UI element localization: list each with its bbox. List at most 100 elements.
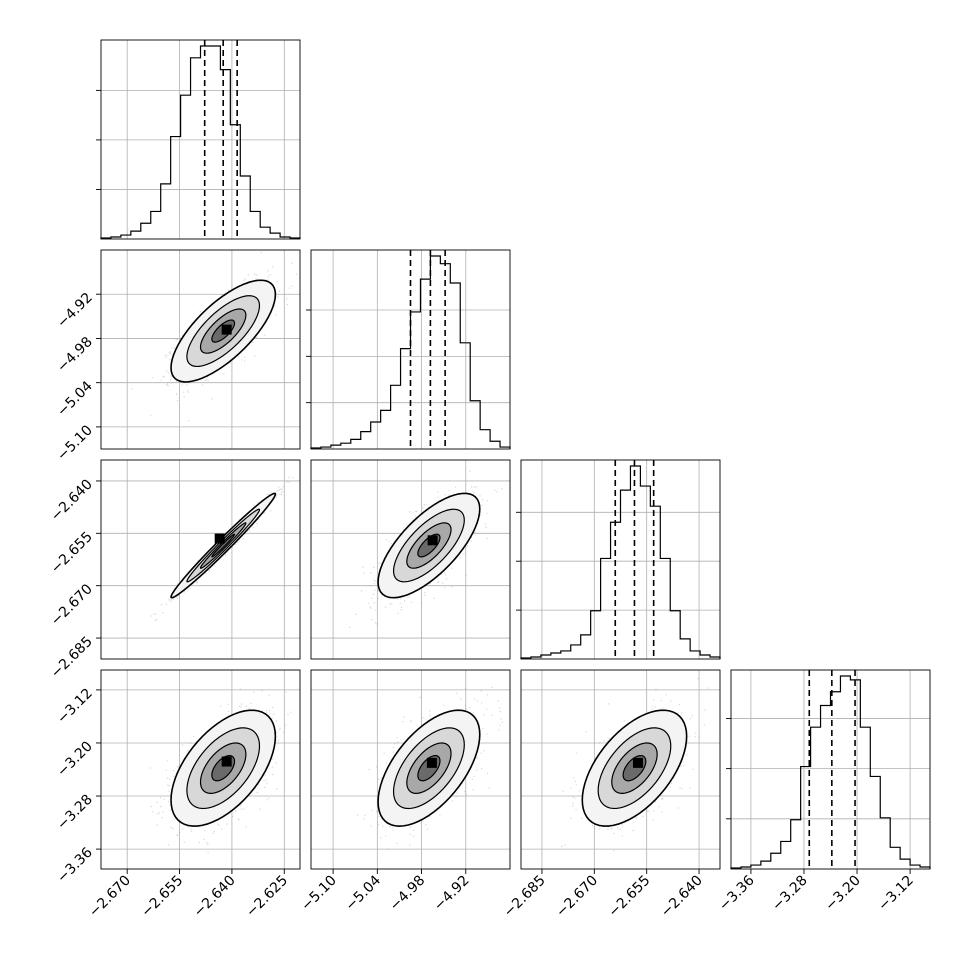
hist-bar-1-6: [371, 422, 381, 449]
hist-bar-2-3: [551, 653, 561, 659]
panel-frame-20: [100, 459, 301, 660]
hist-bar-1-7: [381, 410, 391, 449]
xtick-label-3-0: −3.36: [716, 872, 758, 914]
scatter-panel-2-0: [100, 459, 301, 660]
hist-bar-2-8: [601, 558, 611, 659]
xtick-label-2-2: −2.655: [606, 873, 654, 921]
hist-bar-0-14: [240, 176, 250, 239]
scatter-panel-2-1: [310, 459, 511, 660]
hist-bar-0-8: [181, 95, 191, 239]
scatter-points-21: [349, 470, 503, 628]
xtick-label-3-1: −3.28: [769, 873, 811, 915]
xtick-label-0-3: −2.625: [243, 873, 291, 921]
hist-bar-3-8: [811, 727, 821, 869]
hist-bar-0-6: [161, 184, 171, 239]
hist-bar-3-3: [761, 861, 771, 869]
density-peak-20: [214, 533, 225, 544]
histogram-panel-2: [516, 459, 721, 660]
ytick-label-1-2: −4.98: [54, 334, 96, 376]
xtick-label-2-1: −2.670: [553, 873, 601, 921]
xtick-label-1-1: −5.04: [343, 872, 385, 914]
hist-bar-3-5: [781, 841, 791, 869]
hist-outline-0: [100, 45, 301, 239]
ytick-label-2-0: −2.685: [48, 634, 96, 682]
panel-frame-31: [310, 669, 511, 870]
hist-outline-3: [730, 675, 931, 869]
ytick-label-3-2: −3.20: [54, 738, 96, 780]
density-peak-31: [426, 757, 437, 768]
ytick-label-3-3: −3.12: [54, 685, 96, 727]
scatter-panel-3-0: [100, 669, 301, 870]
hist-bar-1-10: [411, 312, 421, 449]
hist-bar-0-3: [131, 231, 141, 239]
hist-bar-1-16: [470, 401, 480, 449]
hist-bar-3-4: [771, 853, 781, 869]
hist-bar-2-17: [690, 651, 700, 659]
hist-bar-0-9: [191, 58, 201, 239]
contour-20-3: [211, 533, 236, 558]
hist-bar-1-9: [401, 349, 411, 449]
xtick-label-1-3: −4.92: [431, 873, 473, 915]
hist-bar-3-15: [880, 818, 890, 869]
hist-bar-2-4: [561, 651, 571, 659]
hist-bar-2-16: [680, 639, 690, 659]
ytick-label-3-1: −3.28: [54, 792, 96, 834]
hist-bar-1-17: [480, 430, 490, 449]
hist-bar-1-14: [450, 283, 460, 449]
density-peak-30: [221, 756, 232, 767]
scatter-points-20: [150, 476, 294, 622]
xtick-label-1-0: −5.10: [298, 873, 340, 915]
hist-bar-0-12: [220, 70, 230, 239]
density-peak-10: [221, 324, 232, 335]
scatter-panel-1-0: [100, 249, 301, 450]
hist-bar-1-8: [391, 385, 401, 449]
density-peak-32: [632, 757, 643, 768]
ytick-label-1-1: −5.04: [54, 378, 96, 420]
hist-bar-1-4: [351, 439, 361, 449]
xtick-label-3-2: −3.20: [822, 873, 864, 915]
hist-bar-3-11: [840, 676, 850, 869]
hist-outline-2: [520, 465, 721, 659]
panel-frame-32: [520, 669, 721, 870]
scatter-points-30: [149, 688, 292, 854]
hist-bar-1-5: [361, 432, 371, 449]
ytick-label-2-3: −2.640: [48, 476, 96, 524]
xtick-label-3-3: −3.12: [875, 873, 917, 915]
density-peak-21: [427, 535, 438, 546]
hist-bar-2-11: [630, 466, 640, 659]
ytick-label-1-0: −5.10: [54, 422, 96, 464]
hist-bar-2-18: [700, 655, 710, 659]
hist-bar-3-9: [821, 706, 831, 869]
hist-bar-0-17: [270, 233, 280, 239]
scatter-points-10: [131, 252, 298, 422]
xtick-label-0-1: −2.655: [138, 873, 186, 921]
ytick-label-2-1: −2.670: [48, 581, 96, 629]
scatter-panel-3-2: [520, 669, 721, 870]
hist-bar-2-15: [670, 611, 680, 659]
scatter-panel-3-1: [310, 669, 511, 870]
panel-frame-21: [310, 459, 511, 660]
scatter-points-32: [561, 677, 709, 852]
hist-bar-0-11: [210, 46, 220, 239]
xtick-label-0-0: −2.670: [86, 873, 134, 921]
hist-bar-3-14: [870, 776, 880, 869]
xtick-label-2-0: −2.685: [501, 873, 549, 921]
ytick-label-3-0: −3.36: [54, 845, 96, 887]
hist-frame-3: [730, 669, 931, 870]
hist-bar-0-4: [141, 223, 151, 239]
hist-bar-3-16: [890, 847, 900, 869]
xtick-label-0-2: −2.640: [191, 873, 239, 921]
hist-bar-1-12: [430, 256, 440, 449]
hist-bar-2-10: [621, 490, 631, 659]
hist-bar-2-14: [660, 558, 670, 659]
hist-bar-2-6: [581, 635, 591, 659]
hist-bar-0-5: [151, 211, 161, 239]
hist-frame-1: [310, 249, 511, 450]
xtick-label-2-3: −2.640: [658, 873, 706, 921]
hist-bar-2-7: [591, 611, 601, 659]
hist-bar-0-16: [260, 227, 270, 239]
hist-bar-1-18: [490, 441, 500, 449]
hist-bar-3-13: [860, 727, 870, 869]
hist-bar-2-2: [541, 655, 551, 659]
hist-frame-0: [100, 39, 301, 240]
